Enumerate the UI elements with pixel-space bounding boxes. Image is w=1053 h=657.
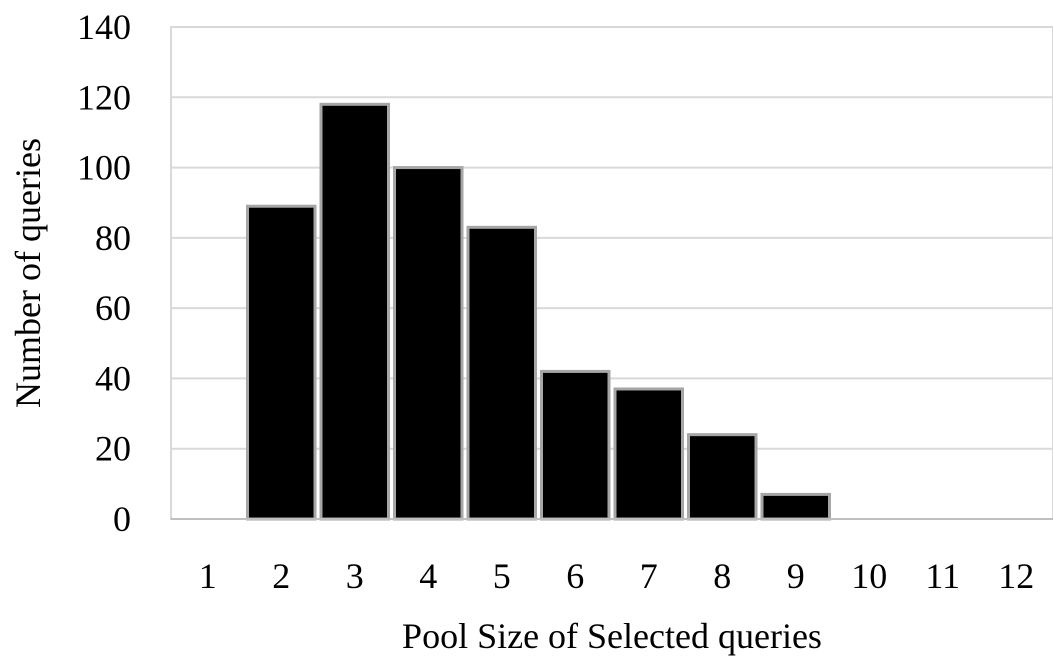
y-axis-tick-labels: 0 20 40 60 80 100 120 140 bbox=[77, 7, 131, 539]
x-tick-label: 8 bbox=[713, 556, 731, 596]
x-tick-label: 1 bbox=[199, 556, 217, 596]
bar-4 bbox=[393, 166, 464, 521]
x-tick-label: 3 bbox=[346, 556, 364, 596]
x-tick-label: 5 bbox=[493, 556, 511, 596]
y-tick-label: 140 bbox=[77, 7, 131, 47]
y-tick-label: 0 bbox=[113, 499, 131, 539]
x-tick-label: 12 bbox=[998, 556, 1034, 596]
bar-3 bbox=[319, 102, 390, 521]
bar-2 bbox=[246, 204, 317, 521]
bar-9 bbox=[760, 492, 831, 521]
bar-6 bbox=[540, 369, 611, 521]
y-tick-label: 80 bbox=[95, 218, 131, 258]
y-tick-label: 60 bbox=[95, 288, 131, 328]
y-tick-label: 100 bbox=[77, 148, 131, 188]
bars bbox=[246, 102, 831, 521]
x-tick-label: 7 bbox=[640, 556, 658, 596]
bar-7 bbox=[613, 387, 684, 521]
x-tick-label: 4 bbox=[419, 556, 437, 596]
bar-8 bbox=[687, 433, 758, 521]
y-tick-label: 40 bbox=[95, 358, 131, 398]
bar-5 bbox=[466, 225, 537, 521]
x-axis-title: Pool Size of Selected queries bbox=[402, 616, 822, 656]
x-tick-label: 2 bbox=[272, 556, 290, 596]
y-axis-title: Number of queries bbox=[8, 138, 48, 408]
x-tick-label: 9 bbox=[787, 556, 805, 596]
y-tick-label: 120 bbox=[77, 77, 131, 117]
x-axis-tick-labels: 1 2 3 4 5 6 7 8 9 10 11 12 bbox=[199, 556, 1035, 596]
y-tick-label: 20 bbox=[95, 429, 131, 469]
x-tick-label: 10 bbox=[851, 556, 887, 596]
x-tick-label: 11 bbox=[925, 556, 960, 596]
x-tick-label: 6 bbox=[566, 556, 584, 596]
